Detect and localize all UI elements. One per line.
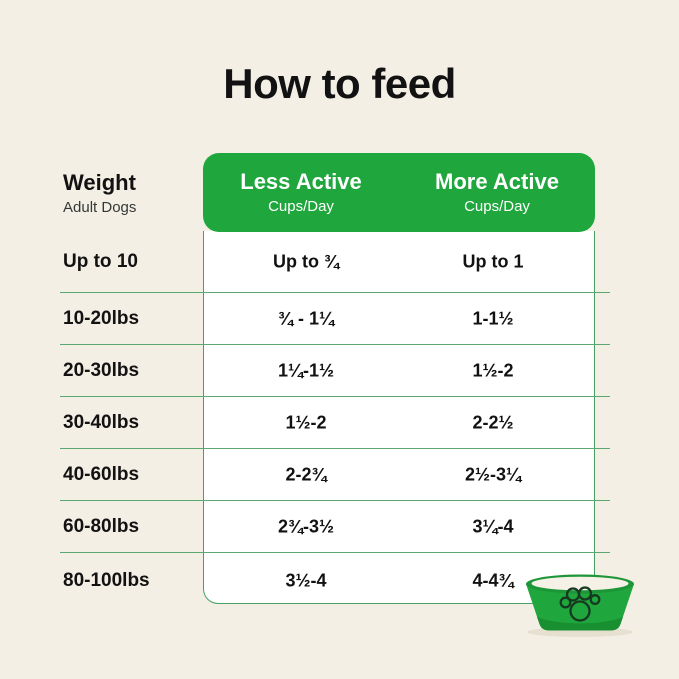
dog-bowl-icon	[526, 574, 634, 637]
weight-range-label: 60-80lbs	[63, 515, 140, 537]
weight-range-label: 80-100lbs	[63, 570, 150, 591]
more-active-value: Up to 1	[462, 251, 524, 272]
table-row: 10-20lbs ¾ - 1¼ 1-1½	[60, 293, 610, 345]
table-row: 40-60lbs 2-2¾ 2½-3¼	[60, 449, 610, 501]
table-row: 20-30lbs 1¼-1½ 1½-2	[60, 345, 610, 397]
weight-range-label: 20-30lbs	[63, 359, 140, 381]
table-row: 80-100lbs 3½-4 4-4¾	[60, 553, 610, 609]
more-active-value: 2-2½	[472, 412, 514, 432]
table-column-header: Less Active Cups/Day More Active Cups/Da…	[203, 153, 595, 232]
less-active-label: Less Active	[240, 169, 362, 195]
page-title: How to feed	[223, 60, 456, 107]
more-active-value: 1-1½	[472, 308, 514, 328]
weight-range-label: 10-20lbs	[63, 307, 140, 329]
weight-range-label: Up to 10	[63, 251, 138, 272]
weight-column-subtitle: Adult Dogs	[63, 199, 137, 217]
weight-range-label: 40-60lbs	[63, 463, 140, 485]
table-row: Up to 10 Up to ¾ Up to 1	[60, 232, 610, 293]
less-active-value: 2¾-3½	[277, 516, 335, 536]
table-row: 30-40lbs 1½-2 2-2½	[60, 397, 610, 449]
less-active-units: Cups/Day	[268, 197, 334, 215]
less-active-value: 1¼-1½	[277, 360, 335, 380]
less-active-column-header: Less Active Cups/Day	[203, 153, 399, 232]
less-active-value: 1½-2	[285, 412, 327, 432]
more-active-column-header: More Active Cups/Day	[399, 153, 595, 232]
less-active-value: 3½-4	[285, 570, 327, 591]
paw-print-icon	[559, 586, 601, 622]
more-active-units: Cups/Day	[464, 197, 530, 215]
more-active-value: 1½-2	[472, 360, 514, 380]
less-active-value: 2-2¾	[285, 464, 327, 484]
weight-column-header: Weight Adult Dogs	[63, 170, 137, 217]
more-active-value: 3¼-4	[472, 516, 514, 536]
table-row: 60-80lbs 2¾-3½ 3¼-4	[60, 501, 610, 553]
feeding-table-rows: Up to 10 Up to ¾ Up to 1 10-20lbs ¾ - 1¼…	[60, 232, 610, 609]
weight-range-label: 30-40lbs	[63, 411, 140, 433]
more-active-value: 2½-3¼	[464, 464, 522, 484]
less-active-value: Up to ¾	[273, 251, 339, 272]
more-active-label: More Active	[435, 169, 559, 195]
less-active-value: ¾ - 1¼	[277, 308, 335, 328]
more-active-value: 4-4¾	[472, 570, 514, 591]
weight-column-title: Weight	[63, 170, 136, 195]
feeding-table-body	[203, 231, 595, 604]
